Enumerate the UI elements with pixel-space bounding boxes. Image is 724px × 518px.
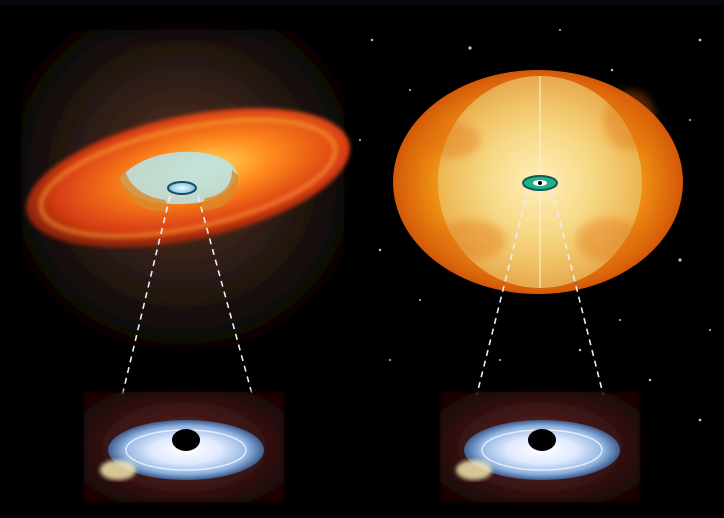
left-central-engine (167, 181, 197, 195)
right-panel (359, 29, 711, 502)
right-inset-black-hole (528, 429, 556, 451)
right-inset (440, 392, 640, 502)
top-border (0, 0, 724, 5)
left-inset-black-hole (172, 429, 200, 451)
left-inset (84, 392, 284, 502)
left-projection-line-1 (111, 195, 171, 439)
star-field (359, 29, 711, 422)
torus-cavity (120, 151, 238, 205)
torus-rim (38, 117, 338, 239)
left-panel (22, 30, 350, 502)
